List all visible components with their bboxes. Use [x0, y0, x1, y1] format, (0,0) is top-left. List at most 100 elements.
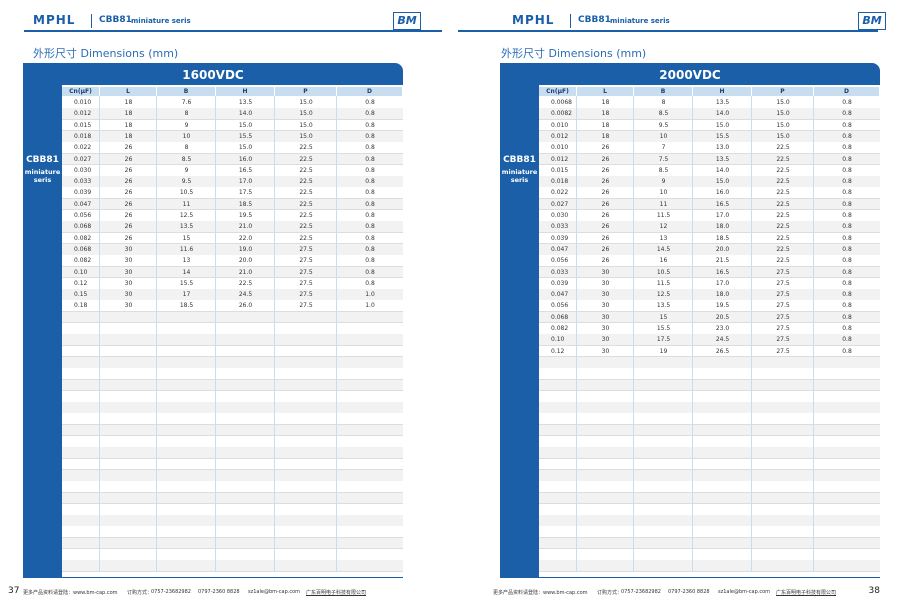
table-cell: 8	[184, 144, 189, 152]
table-row	[539, 402, 880, 414]
table-cell: 22.5	[299, 178, 313, 186]
table-row	[539, 549, 880, 561]
table-cell: 27.5	[776, 325, 790, 332]
table-cell: 11.5	[656, 212, 671, 219]
table-cell: 27.5	[299, 291, 313, 299]
table-cell: 0.047	[551, 291, 569, 299]
table-cell: 15.0	[715, 178, 730, 186]
column-divider	[336, 96, 337, 572]
table-row	[539, 390, 880, 403]
column-header: Cn(μF)	[539, 87, 576, 96]
table-cell: 7	[661, 144, 666, 152]
table-cell: 17.5	[238, 189, 253, 197]
table-cell: 0.068	[74, 245, 92, 253]
table-cell: 22.5	[299, 200, 313, 208]
table-cell: 9	[184, 166, 189, 174]
table-row	[539, 255, 880, 267]
table-cell: 30	[124, 291, 133, 299]
table-cell: 15.5	[656, 325, 671, 332]
section-title: 外形尺寸 Dimensions (mm)	[501, 47, 647, 60]
footer-fax: 0797-2360 8828	[198, 589, 240, 595]
table-cell: 26	[124, 223, 133, 231]
table-cell: 26	[601, 257, 610, 265]
table-cell: 13	[182, 257, 191, 265]
column-divider	[99, 96, 100, 572]
table-cell: 18	[601, 132, 610, 140]
table-cell: 10	[659, 132, 668, 140]
table-row	[62, 481, 403, 493]
table-cell: 30	[601, 347, 610, 355]
table-row	[62, 560, 403, 573]
table-cell: 16	[659, 257, 668, 265]
header-brand: MPHL	[512, 13, 555, 27]
table-cell: 12.5	[179, 212, 194, 219]
table-cell: 0.8	[842, 178, 852, 186]
table-cell: 0.039	[74, 189, 92, 197]
table-cell: 0.12	[551, 347, 565, 355]
side-note: miniature seris	[501, 168, 538, 184]
table-cell: 21.5	[715, 257, 730, 265]
table-row	[62, 345, 403, 358]
footer-company: 广东百明电子科技有限公司	[306, 590, 367, 596]
column-divider	[633, 96, 634, 572]
table-row	[62, 458, 403, 471]
table-row	[62, 469, 403, 482]
table-cell: 0.010	[551, 144, 569, 152]
table-cell: 13.5	[715, 155, 730, 163]
table-cell: 26	[601, 223, 610, 231]
table-cell: 22.5	[776, 234, 790, 242]
column-header: H	[216, 87, 274, 96]
table-cell: 0.15	[74, 291, 88, 299]
table-cell: 0.056	[74, 212, 92, 219]
table-cell: 13.0	[715, 144, 730, 152]
table-cell: 18	[601, 121, 610, 129]
table-cell: 0.8	[842, 121, 852, 129]
table-cell: 7.6	[181, 99, 192, 106]
table-cell: 22.5	[776, 200, 790, 208]
footer-fax: 0797-2360 8828	[668, 589, 710, 595]
table-cell: 0.033	[74, 178, 92, 186]
table-cell: 26	[124, 144, 133, 152]
table-cell: 18	[601, 99, 610, 106]
table-cell: 0.015	[551, 166, 569, 174]
table-cell: 14.0	[238, 110, 253, 118]
table-cell: 0.8	[365, 268, 375, 276]
table-cell: 12.5	[656, 291, 671, 299]
table-cell: 15.0	[776, 110, 790, 118]
table-cell: 0.018	[74, 132, 92, 140]
table-cell: 27.5	[299, 279, 313, 287]
table-cell: 0.8	[365, 245, 375, 253]
column-header: L	[577, 87, 633, 96]
section-title: 外形尺寸 Dimensions (mm)	[33, 47, 179, 60]
table-cell: 0.8	[842, 144, 852, 152]
table-cell: 8.5	[658, 166, 669, 174]
table-cell: 0.8	[365, 132, 375, 140]
table-cell: 22.5	[776, 166, 790, 174]
table-cell: 0.8	[842, 132, 852, 140]
table-cell: 11	[659, 200, 668, 208]
table-row	[539, 492, 880, 505]
table-row	[539, 458, 880, 471]
table-cell: 22.5	[776, 155, 790, 163]
table-cell: 9	[661, 178, 666, 186]
table-bottom-rule	[23, 577, 403, 578]
table-row	[62, 356, 403, 369]
column-divider	[274, 96, 275, 572]
table-row	[539, 424, 880, 437]
table-cell: 8	[184, 110, 189, 118]
table-cell: 15.0	[299, 132, 313, 140]
table-cell: 16.0	[238, 155, 253, 163]
side-label: CBB81	[26, 155, 59, 165]
table-cell: 12	[659, 223, 668, 231]
table-cell: 26	[124, 166, 133, 174]
table-row	[539, 379, 880, 392]
table-row	[539, 515, 880, 527]
table-row	[62, 515, 403, 527]
table-row	[62, 526, 403, 539]
table-cell: 26	[601, 200, 610, 208]
table-cell: 27.5	[299, 302, 313, 310]
table-cell: 27.5	[776, 268, 790, 276]
table-cell: 0.8	[842, 325, 852, 332]
table-cell: 0.010	[551, 121, 569, 129]
